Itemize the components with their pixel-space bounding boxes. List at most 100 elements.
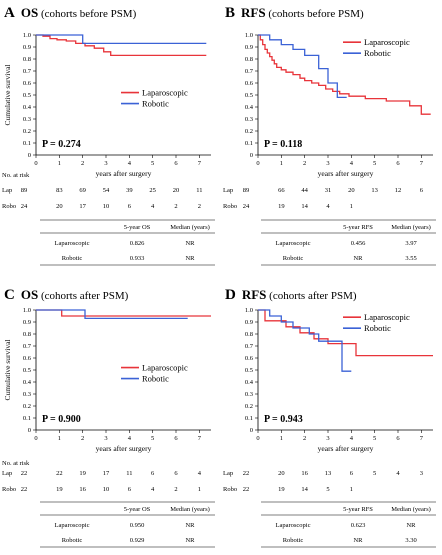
x-tick-label: 6	[396, 160, 400, 167]
y-tick-label: 1.0	[245, 32, 253, 39]
panel-title-metric: RFS	[241, 5, 266, 20]
y-tick-label: 0.8	[23, 56, 31, 63]
x-tick-label: 5	[151, 160, 154, 167]
y-tick-label: 0.1	[245, 140, 253, 147]
table-cell: Laparoscopic	[275, 522, 310, 529]
risk-count: 19	[278, 486, 285, 493]
risk-count: 39	[126, 187, 133, 194]
y-tick-label: 0.1	[23, 140, 31, 147]
table-cell: 0.826	[130, 240, 145, 247]
survival-curve-laparoscopic	[258, 34, 431, 115]
x-tick-label: 5	[373, 160, 376, 167]
p-value: P = 0.274	[42, 139, 81, 150]
risk-row-label: Robo	[223, 486, 237, 493]
risk-count: 89	[21, 187, 28, 194]
risk-row-label: Lap	[2, 187, 12, 194]
risk-count: 5	[326, 486, 329, 493]
risk-count: 22	[243, 470, 250, 477]
risk-count: 2	[198, 203, 201, 210]
y-tick-label: 0.7	[23, 343, 32, 350]
table-cell: Robotic	[283, 537, 304, 544]
risk-count: 4	[198, 470, 202, 477]
panel-title: A OS (cohorts before PSM)	[4, 5, 137, 21]
y-tick-label: 0	[250, 427, 253, 434]
y-tick-label: 0	[28, 152, 31, 159]
y-tick-label: 0.7	[245, 343, 254, 350]
survival-curve-robotic	[258, 34, 347, 99]
y-tick-label: 0.5	[245, 92, 253, 99]
risk-count: 20	[348, 187, 355, 194]
legend-label-robotic: Robotic	[142, 99, 169, 109]
y-tick-label: 0.2	[23, 128, 31, 135]
table-header: 5-year RFS	[343, 224, 373, 231]
y-tick-label: 0.7	[245, 68, 254, 75]
y-tick-label: 0.8	[245, 331, 253, 338]
y-tick-label: 0.5	[245, 367, 253, 374]
risk-count: 16	[301, 470, 308, 477]
risk-count: 6	[128, 203, 132, 210]
x-tick-label: 2	[81, 435, 84, 442]
km-panel-c: C OS (cohorts after PSM) 0 0.1 0.2 0.3 0.4 0.5 0…	[2, 287, 215, 548]
panel-title-metric: RFS	[242, 287, 267, 302]
y-tick-label: 0.3	[245, 116, 253, 123]
risk-count: 3	[420, 470, 423, 477]
risk-count: 11	[196, 187, 202, 194]
risk-count: 89	[243, 187, 250, 194]
risk-count: 31	[325, 187, 332, 194]
x-axis-label: years after surgery	[96, 444, 152, 453]
x-tick-label: 1	[280, 160, 283, 167]
y-tick-label: 0.8	[245, 56, 253, 63]
risk-count: 4	[151, 203, 155, 210]
y-tick-label: 0.2	[23, 403, 31, 410]
panel-letter: D	[225, 287, 236, 303]
risk-count: 54	[103, 187, 110, 194]
risk-row-label: Robo	[2, 486, 16, 493]
table-cell: NR	[185, 537, 195, 544]
table-cell: Robotic	[62, 255, 83, 262]
panel-title-cohort: (cohorts before PSM)	[38, 8, 136, 20]
y-tick-label: 0.9	[245, 44, 253, 51]
y-axis-label: Cumulative survival	[3, 339, 12, 400]
table-cell: 0.950	[130, 522, 145, 529]
table-header: Median (years)	[170, 506, 210, 513]
y-tick-label: 0.6	[245, 355, 254, 362]
risk-count: 2	[174, 203, 177, 210]
risk-count: 10	[103, 486, 110, 493]
legend-label-laparoscopic: Laparoscopic	[142, 88, 188, 98]
x-tick-label: 2	[81, 160, 84, 167]
x-tick-label: 7	[198, 435, 202, 442]
risk-count: 1	[350, 486, 353, 493]
risk-count: 22	[21, 470, 28, 477]
table-cell: NR	[353, 537, 363, 544]
table-cell: NR	[185, 522, 195, 529]
x-tick-label: 7	[198, 160, 202, 167]
risk-header: No. at risk	[2, 460, 30, 467]
y-tick-label: 0.2	[245, 403, 253, 410]
risk-count: 25	[149, 187, 156, 194]
table-cell: 3.97	[405, 240, 417, 247]
table-cell: 0.456	[351, 240, 366, 247]
x-tick-label: 3	[104, 160, 107, 167]
risk-row-label: Robo	[2, 203, 16, 210]
y-tick-label: 0.4	[23, 104, 32, 111]
x-axis-label: years after surgery	[96, 169, 152, 178]
x-tick-label: 6	[174, 160, 178, 167]
panel-letter: C	[4, 287, 15, 303]
survival-curve-laparoscopic	[36, 34, 207, 57]
legend-label-laparoscopic: Laparoscopic	[142, 363, 188, 373]
x-tick-label: 1	[280, 435, 283, 442]
panel-title-cohort: (cohorts after PSM)	[38, 290, 128, 302]
risk-count: 6	[420, 187, 424, 194]
risk-count: 16	[79, 486, 86, 493]
panel-title: C OS (cohorts after PSM)	[4, 287, 129, 303]
panel-title: B RFS (cohorts before PSM)	[225, 5, 364, 21]
km-panel-a: A OS (cohorts before PSM) 0 0.1 0.2 0.3 0.4 0.5…	[2, 5, 215, 266]
risk-count: 6	[128, 486, 132, 493]
table-cell: 3.30	[405, 537, 416, 544]
y-axis-label: Cumulative survival	[3, 64, 12, 125]
x-tick-label: 0	[34, 160, 37, 167]
x-tick-label: 0	[256, 435, 259, 442]
survival-curve-laparoscopic	[258, 309, 433, 357]
risk-count: 6	[350, 470, 354, 477]
legend-label-laparoscopic: Laparoscopic	[364, 312, 410, 322]
